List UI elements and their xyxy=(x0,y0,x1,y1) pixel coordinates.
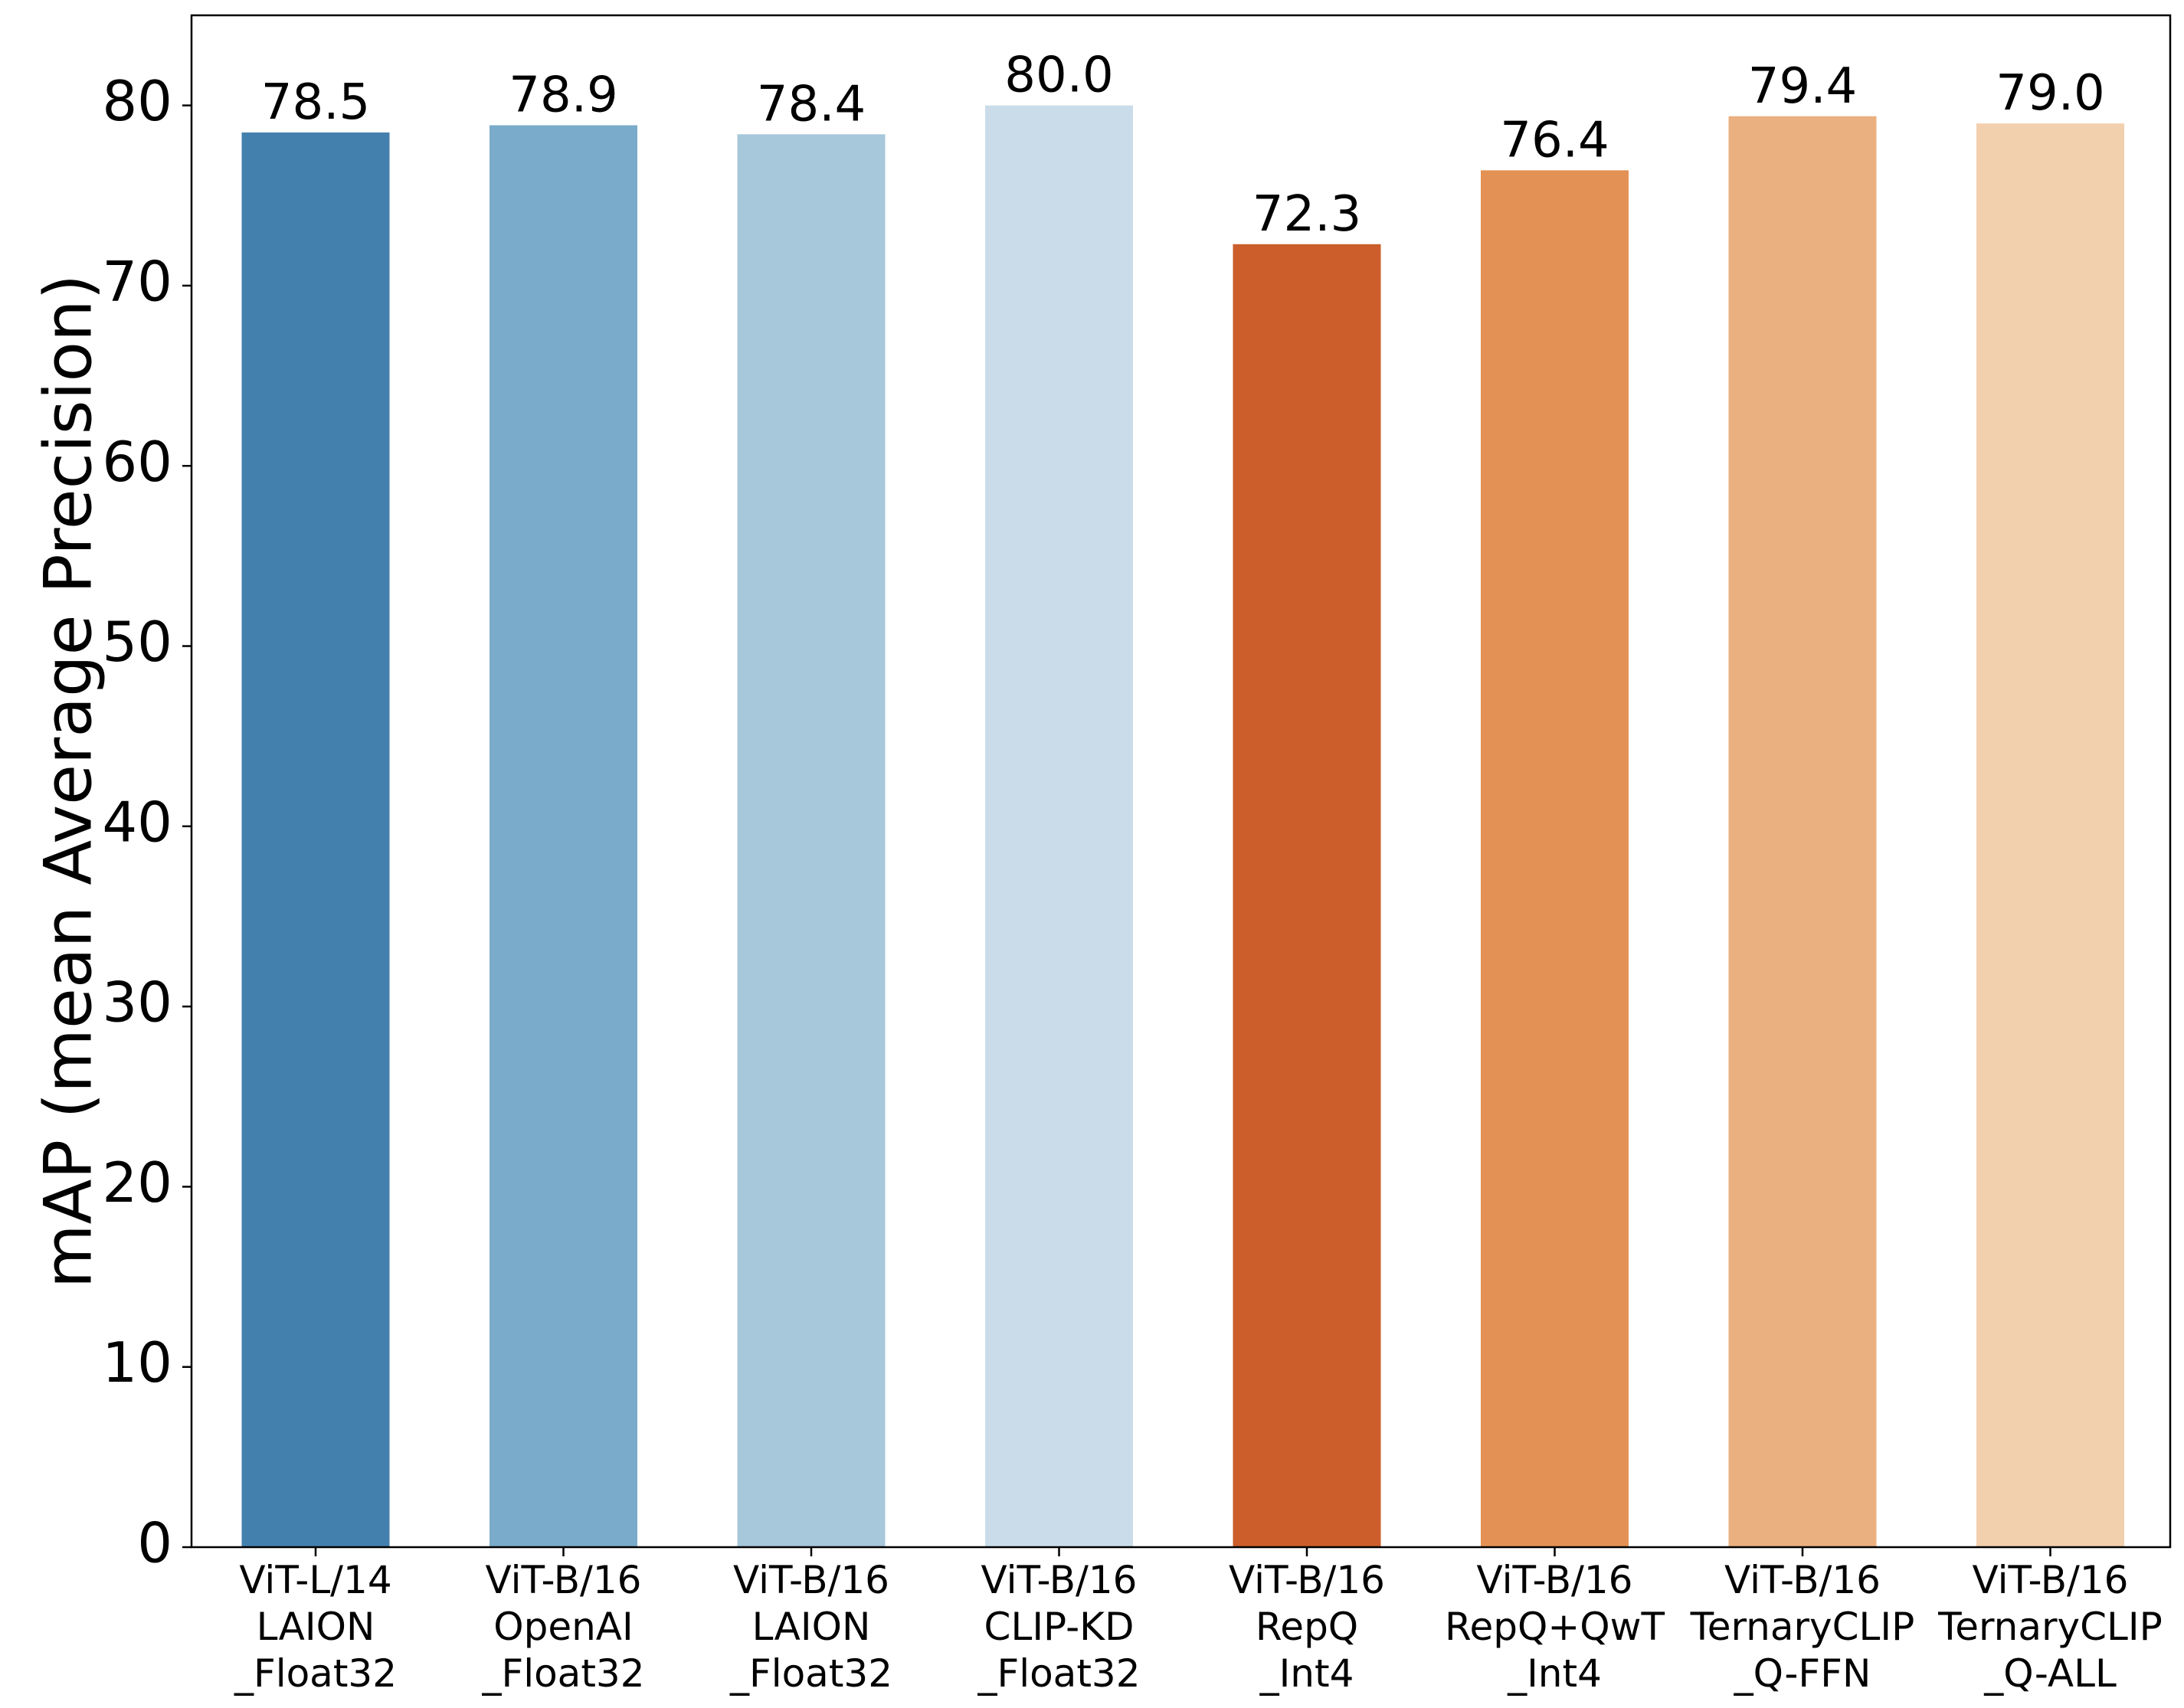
bar-value-label-5: 72.3 xyxy=(1252,186,1362,243)
x-tick-label-5-line-1: ViT-B/16 xyxy=(1229,1558,1385,1602)
y-tick-label-0: 0 xyxy=(137,1511,172,1575)
value-labels-layer: 78.5 78.9 78.4 80.0 72.3 76.4 79.4 79.0 xyxy=(261,47,2105,243)
x-tick-label-3-line-2: LAION xyxy=(752,1605,871,1649)
y-tick-label-20: 20 xyxy=(102,1150,172,1215)
y-axis-ticks: 0 10 20 30 40 50 60 70 80 xyxy=(102,69,192,1575)
bar-8 xyxy=(1976,123,2124,1547)
x-tick-label-6-line-1: ViT-B/16 xyxy=(1477,1558,1633,1602)
y-tick-label-60: 60 xyxy=(102,430,172,494)
y-tick-label-30: 30 xyxy=(102,970,172,1035)
y-tick-label-70: 70 xyxy=(102,249,172,313)
x-tick-label-6-line-2: RepQ+QwT xyxy=(1445,1605,1665,1649)
bar-value-label-3: 78.4 xyxy=(757,76,866,133)
x-tick-label-7-line-3: _Q-FFN xyxy=(1734,1651,1871,1696)
bar-2 xyxy=(490,125,637,1547)
x-tick-label-5-line-3: _Int4 xyxy=(1259,1651,1354,1696)
x-tick-label-8-line-3: _Q-ALL xyxy=(1983,1651,2117,1696)
x-tick-label-7-line-2: TernaryCLIP xyxy=(1690,1605,1915,1649)
bar-3 xyxy=(737,134,886,1548)
x-axis-ticks: ViT-L/14LAION_Float32ViT-B/16OpenAI_Floa… xyxy=(234,1547,2163,1696)
bar-1 xyxy=(241,132,390,1548)
bar-value-label-2: 78.9 xyxy=(509,67,618,124)
x-tick-label-1-line-1: ViT-L/14 xyxy=(239,1558,391,1602)
bar-5 xyxy=(1233,244,1381,1548)
bar-value-label-4: 80.0 xyxy=(1004,47,1114,104)
x-tick-label-1-line-2: LAION xyxy=(257,1605,375,1649)
bar-4 xyxy=(985,105,1133,1547)
bar-value-label-8: 79.0 xyxy=(1996,65,2105,122)
x-tick-label-4-line-1: ViT-B/16 xyxy=(981,1558,1138,1602)
plot-frame xyxy=(190,14,2172,1549)
bars-layer xyxy=(241,105,2124,1548)
bar-value-label-1: 78.5 xyxy=(261,74,371,131)
x-tick-label-3-line-1: ViT-B/16 xyxy=(733,1558,889,1602)
x-tick-label-1-line-3: _Float32 xyxy=(234,1651,397,1696)
x-tick-label-2-line-2: OpenAI xyxy=(493,1605,634,1649)
y-tick-label-50: 50 xyxy=(102,610,172,674)
x-tick-label-2-line-3: _Float32 xyxy=(481,1651,644,1696)
x-tick-label-2-line-1: ViT-B/16 xyxy=(486,1558,642,1602)
y-tick-label-40: 40 xyxy=(102,790,172,854)
x-tick-label-4-line-3: _Float32 xyxy=(977,1651,1140,1696)
bar-6 xyxy=(1481,170,1629,1548)
y-axis-title: mAP (mean Average Precision) xyxy=(30,274,106,1288)
x-tick-label-5-line-2: RepQ xyxy=(1256,1605,1358,1649)
y-tick-label-80: 80 xyxy=(102,69,172,133)
bar-7 xyxy=(1728,116,1877,1548)
x-tick-label-6-line-3: _Int4 xyxy=(1507,1651,1602,1696)
x-tick-label-8-line-2: TernaryCLIP xyxy=(1937,1605,2163,1649)
bar-value-label-7: 79.4 xyxy=(1748,58,1858,115)
x-tick-label-4-line-2: CLIP-KD xyxy=(984,1605,1135,1649)
x-tick-label-3-line-3: _Float32 xyxy=(729,1651,892,1696)
y-tick-label-10: 10 xyxy=(102,1330,172,1395)
bar-value-label-6: 76.4 xyxy=(1500,112,1609,169)
x-tick-label-8-line-1: ViT-B/16 xyxy=(1973,1558,2129,1602)
x-tick-label-7-line-1: ViT-B/16 xyxy=(1724,1558,1881,1602)
